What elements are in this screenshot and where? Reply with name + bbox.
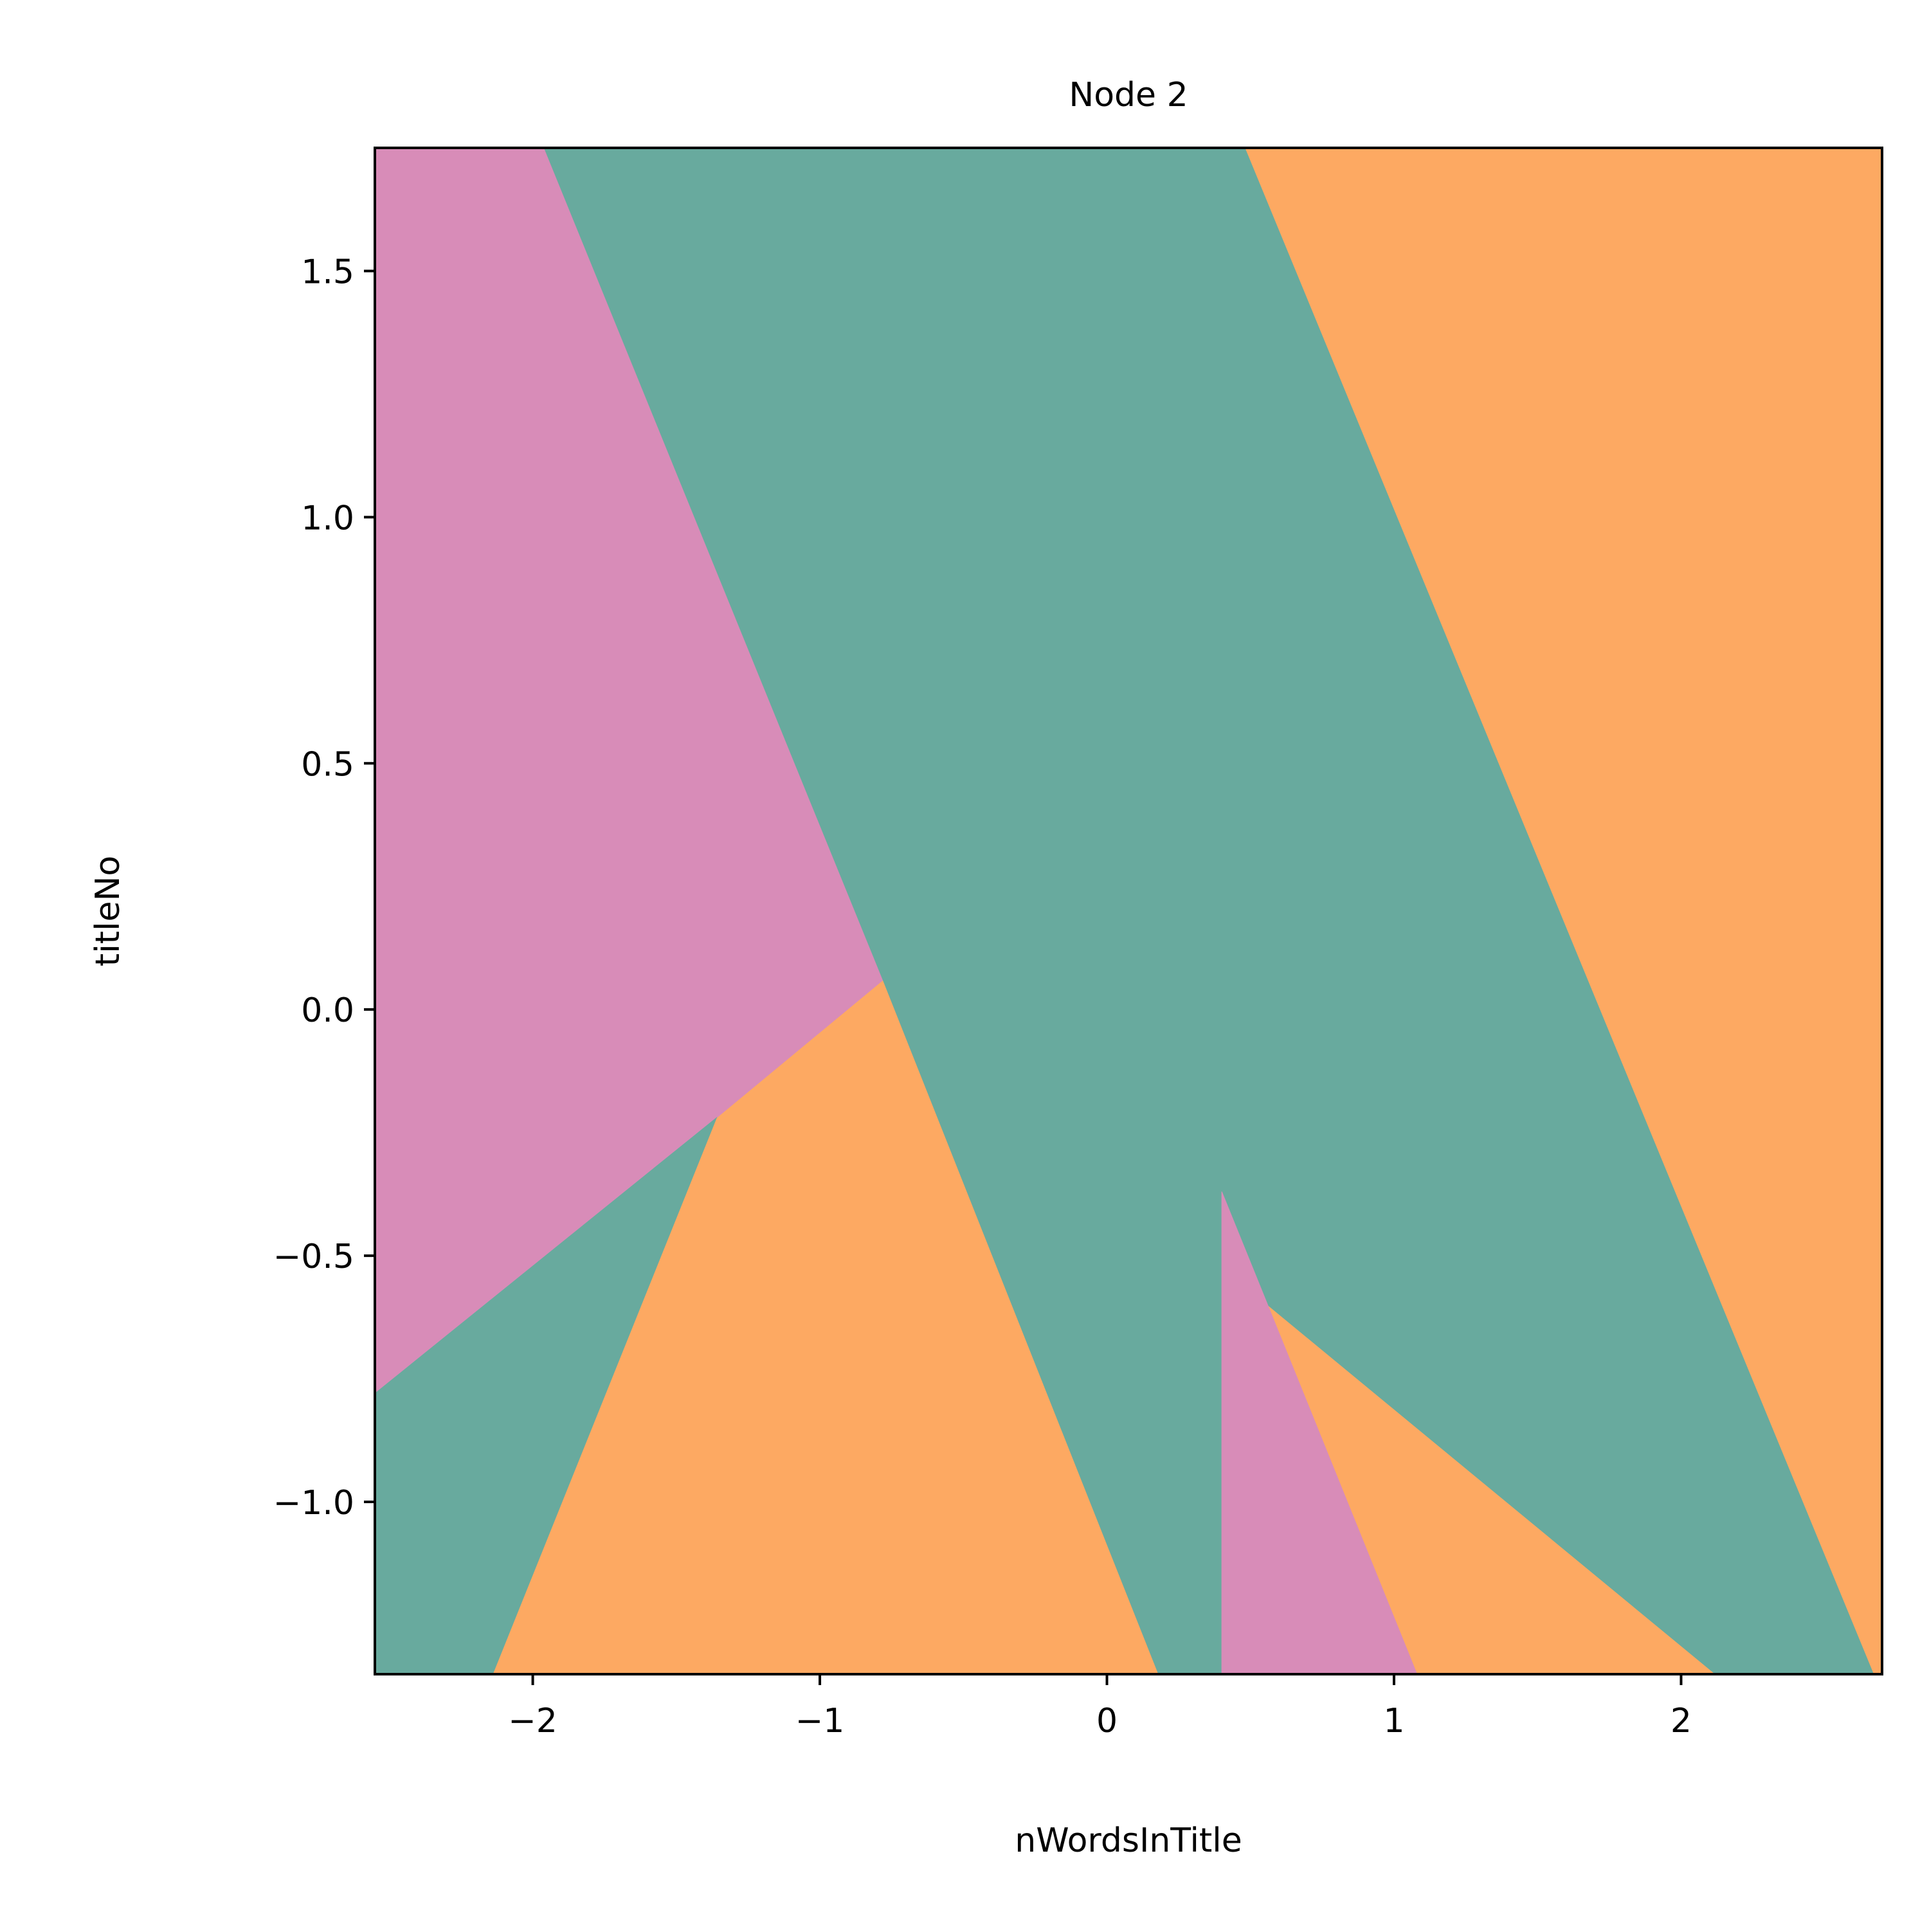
y-tick-label: 1.5 bbox=[301, 253, 354, 291]
y-axis-ticks: −1.0 −0.5 0.0 0.5 1.0 1.5 bbox=[273, 253, 375, 1522]
x-axis-ticks: −2 −1 0 1 2 bbox=[508, 1674, 1692, 1740]
y-axis-label: titleNo bbox=[89, 856, 127, 966]
x-tick-label: 0 bbox=[1096, 1702, 1118, 1740]
y-tick-label: 0.0 bbox=[301, 991, 354, 1030]
x-tick-label: 1 bbox=[1383, 1702, 1404, 1740]
chart-title: Node 2 bbox=[1069, 76, 1188, 114]
region-pink-1 bbox=[375, 148, 883, 1395]
region-teal-2 bbox=[375, 1117, 718, 1674]
y-tick-label: 1.0 bbox=[301, 499, 354, 537]
y-tick-label: 0.5 bbox=[301, 745, 354, 784]
y-tick-label: −1.0 bbox=[273, 1484, 354, 1522]
plot-frame bbox=[374, 147, 1883, 1675]
region-pink-4 bbox=[1221, 1191, 1418, 1674]
y-tick-label: −0.5 bbox=[273, 1238, 354, 1276]
x-tick-label: 2 bbox=[1671, 1702, 1692, 1740]
x-axis-label: nWordsInTitle bbox=[1015, 1821, 1242, 1860]
x-tick-label: −1 bbox=[795, 1702, 845, 1740]
x-tick-label: −2 bbox=[508, 1702, 557, 1740]
decision-regions bbox=[375, 148, 1882, 1674]
